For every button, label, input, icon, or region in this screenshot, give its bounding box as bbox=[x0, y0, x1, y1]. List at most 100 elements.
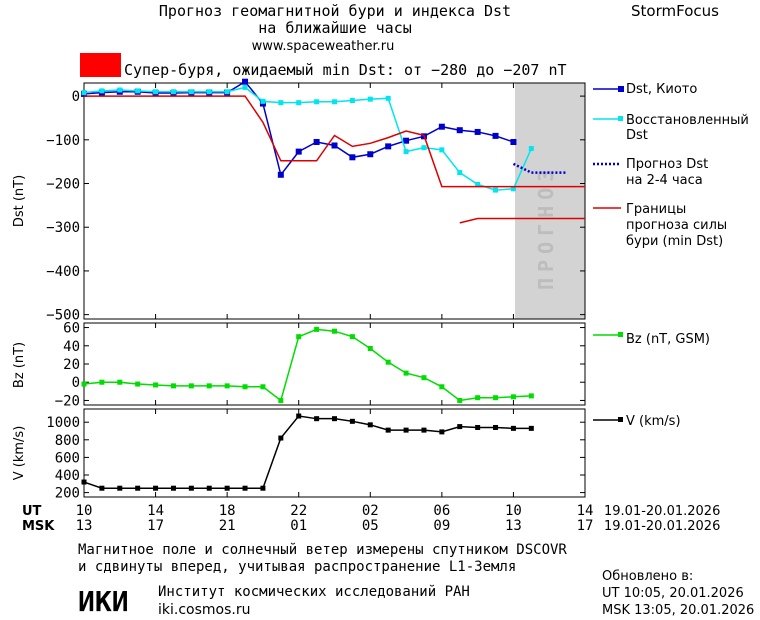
data-point-bz bbox=[314, 326, 320, 332]
legend-restored-marker bbox=[618, 116, 623, 121]
legend-kyoto-marker bbox=[618, 86, 624, 92]
ut-date-range: 19.01-20.01.2026 bbox=[604, 504, 720, 519]
institute-name: Институт космических исследований РАН bbox=[158, 584, 470, 600]
legend-bz-label: Bz (nT, GSM) bbox=[626, 332, 710, 347]
v-plot-frame bbox=[83, 408, 586, 498]
data-point-bz bbox=[99, 379, 105, 385]
legend-v-label: V (km/s) bbox=[626, 414, 681, 429]
legend-forecast-label-1: Прогноз Dst bbox=[626, 157, 708, 172]
institute-url[interactable]: iki.cosmos.ru bbox=[158, 602, 250, 618]
data-point-v bbox=[421, 427, 427, 433]
data-point-bz bbox=[81, 381, 87, 387]
data-point-kyoto bbox=[242, 78, 249, 85]
data-point-v bbox=[314, 416, 320, 422]
data-point-restored bbox=[528, 146, 534, 152]
data-point-kyoto bbox=[438, 123, 445, 130]
series-line-bz bbox=[83, 328, 532, 402]
data-point-bz bbox=[170, 383, 176, 389]
data-point-v bbox=[475, 424, 481, 430]
dst-series-group bbox=[81, 78, 585, 224]
msk-date-range: 19.01-20.01.2026 bbox=[604, 519, 720, 534]
data-point-restored bbox=[260, 98, 266, 104]
forecast-zone-label: ПРОГНОЗ bbox=[534, 164, 558, 290]
legend-v: V (km/s) bbox=[593, 414, 681, 429]
data-point-v bbox=[206, 485, 212, 491]
v-y-axis-label: V (km/s) bbox=[12, 426, 27, 481]
ut-tick-label: 14 bbox=[577, 503, 594, 519]
series-line-restored bbox=[83, 86, 533, 191]
series-line-forecast bbox=[512, 162, 568, 174]
legend-v-marker bbox=[618, 417, 623, 422]
ut-tick-label: 18 bbox=[219, 503, 236, 519]
data-point-v bbox=[332, 416, 337, 422]
legend-bz-marker bbox=[618, 332, 623, 337]
dst-y-tick-label: −100 bbox=[46, 133, 80, 149]
data-point-v bbox=[260, 485, 266, 491]
data-point-bz bbox=[278, 397, 284, 403]
bz-panel: 60 40 20 0 −20 Bz (nT) bbox=[12, 321, 586, 409]
data-point-v bbox=[457, 424, 463, 430]
ut-tick-label: 02 bbox=[362, 503, 379, 519]
msk-tick-label: 17 bbox=[577, 518, 594, 534]
series-line-v bbox=[83, 415, 532, 489]
dst-panel: ПРОГНОЗ 0 −100 −200 −300 −400 −500 Dst (nT) bbox=[12, 78, 586, 324]
data-point-restored bbox=[349, 97, 355, 103]
website-link[interactable]: www.spaceweather.ru bbox=[252, 39, 395, 54]
data-point-kyoto bbox=[295, 148, 302, 155]
data-point-v bbox=[296, 413, 302, 419]
data-point-bz bbox=[224, 383, 230, 389]
updated-ut: UT 10:05, 20.01.2026 bbox=[602, 586, 744, 601]
msk-tick-label: 21 bbox=[219, 518, 236, 534]
legend-bounds-label-2: прогноза силы bbox=[626, 218, 727, 233]
bz-plot-frame bbox=[83, 322, 586, 406]
v-series-group bbox=[81, 413, 534, 491]
ut-tick-label: 10 bbox=[76, 503, 93, 519]
data-point-bz bbox=[296, 334, 302, 340]
data-point-restored bbox=[81, 90, 87, 96]
series-line-lower_bound bbox=[459, 217, 585, 224]
series-line-upper_bound bbox=[84, 95, 585, 188]
ut-tick-label: 14 bbox=[147, 503, 164, 519]
data-point-restored bbox=[296, 100, 302, 106]
dst-plot-frame bbox=[83, 82, 586, 320]
updated-label: Обновлено в: bbox=[602, 569, 693, 584]
legend-kyoto-label: Dst, Киото bbox=[626, 82, 697, 97]
data-point-restored bbox=[457, 170, 463, 176]
data-point-restored bbox=[314, 99, 320, 105]
data-point-restored bbox=[332, 99, 337, 105]
v-y-tick-label: 200 bbox=[55, 486, 80, 502]
data-point-v bbox=[99, 485, 105, 491]
data-point-v bbox=[403, 427, 409, 433]
legend-bounds-label-1: Границы bbox=[626, 202, 686, 217]
msk-tick-label: 05 bbox=[362, 518, 379, 534]
data-point-restored bbox=[475, 181, 481, 187]
data-point-kyoto bbox=[385, 143, 392, 150]
data-point-restored bbox=[421, 145, 427, 151]
data-point-v bbox=[224, 485, 230, 491]
brand-name: StormFocus bbox=[631, 2, 719, 20]
data-point-v bbox=[170, 485, 176, 491]
storm-level-text: Супер-буря, ожидаемый min Dst: от −280 д… bbox=[124, 61, 567, 79]
data-point-v bbox=[493, 424, 499, 430]
data-point-restored bbox=[493, 187, 499, 193]
data-point-restored bbox=[510, 186, 516, 192]
storm-level-box bbox=[80, 53, 121, 77]
data-point-restored bbox=[403, 149, 409, 155]
bz-y-tick-label: −20 bbox=[55, 393, 80, 409]
data-point-v bbox=[385, 427, 391, 433]
legend-bz: Bz (nT, GSM) bbox=[593, 332, 710, 347]
dst-y-tick-label: −500 bbox=[46, 308, 80, 324]
bz-y-tick-label: 20 bbox=[63, 357, 80, 373]
data-point-bz bbox=[421, 375, 427, 381]
data-point-v bbox=[242, 485, 248, 491]
msk-tick-label: 01 bbox=[290, 518, 307, 534]
dst-y-axis-label: Dst (nT) bbox=[12, 175, 27, 227]
data-point-restored bbox=[439, 147, 445, 153]
bz-y-tick-label: 60 bbox=[63, 321, 80, 337]
data-point-v bbox=[528, 425, 534, 431]
legend: Dst, Киото Восстановленный Dst Прогноз D… bbox=[593, 82, 749, 429]
chart-title-line1: Прогноз геомагнитной бури и индекса Dst bbox=[159, 2, 511, 20]
data-point-restored bbox=[278, 100, 284, 106]
